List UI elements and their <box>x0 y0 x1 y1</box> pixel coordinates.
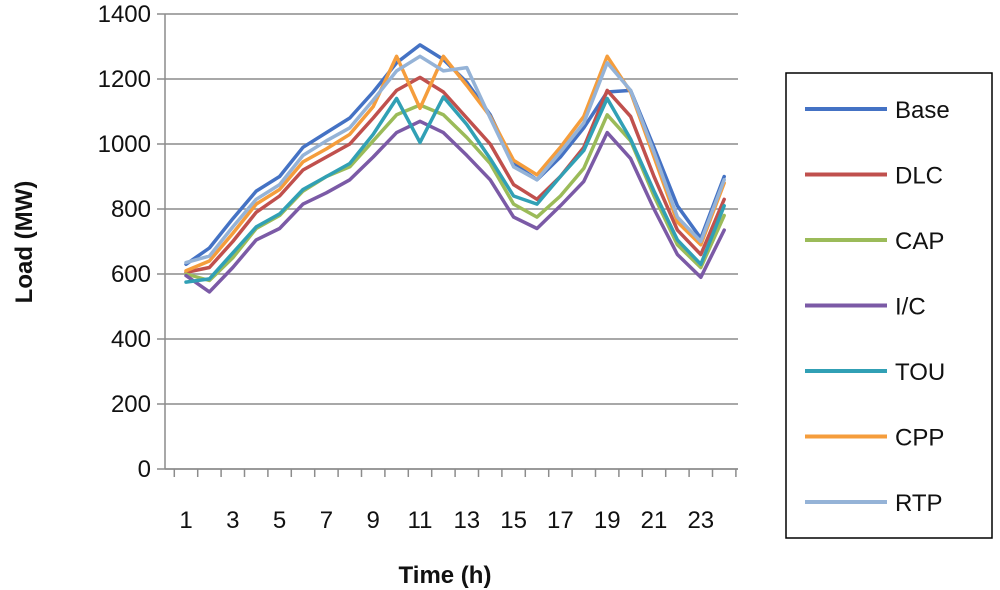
legend-label-base: Base <box>895 97 950 124</box>
y-tick-label: 800 <box>111 196 151 223</box>
y-tick-label: 600 <box>111 261 151 288</box>
y-axis-title: Load (MW) <box>11 181 38 304</box>
axes <box>164 14 738 477</box>
x-tick-label: 7 <box>320 507 333 534</box>
y-tick-label: 1200 <box>98 66 151 93</box>
x-tick-label: 15 <box>500 507 527 534</box>
x-tick-labels: 1 3 5 7 9 11 13 15 17 19 21 23 <box>179 507 714 534</box>
x-tick-label: 19 <box>594 507 621 534</box>
x-tick-label: 23 <box>687 507 714 534</box>
x-tick-label: 13 <box>453 507 480 534</box>
y-tick-label: 1000 <box>98 131 151 158</box>
legend-label-cpp: CPP <box>895 425 944 452</box>
legend-label-i-c: I/C <box>895 294 926 321</box>
series-lines <box>184 43 726 294</box>
y-tick-label: 0 <box>138 456 151 483</box>
series-line-i-c <box>184 119 726 294</box>
x-axis-title: Time (h) <box>399 562 492 589</box>
series-line-base <box>184 43 726 267</box>
y-tick-label: 1400 <box>98 1 151 28</box>
series-line-rtp <box>184 54 726 265</box>
x-tick-label: 5 <box>273 507 286 534</box>
legend-label-cap: CAP <box>895 228 944 255</box>
y-tick-label: 200 <box>111 391 151 418</box>
x-tick-label: 11 <box>408 507 433 534</box>
legend-label-dlc: DLC <box>895 163 943 190</box>
x-tick-label: 21 <box>641 507 668 534</box>
x-tick-label: 9 <box>367 507 380 534</box>
series-line-dlc <box>184 75 726 275</box>
legend-label-tou: TOU <box>895 359 945 386</box>
legend-label-rtp: RTP <box>895 490 943 517</box>
gridlines <box>157 13 738 470</box>
y-tick-labels: 0 200 400 600 800 1000 1200 1400 <box>98 1 151 483</box>
y-tick-label: 400 <box>111 326 151 353</box>
x-tick-label: 3 <box>226 507 239 534</box>
x-tick-label: 17 <box>547 507 574 534</box>
series-line-tou <box>184 95 726 284</box>
x-tick-label: 1 <box>179 507 192 534</box>
legend: Base DLC CAP I/C TOU CPP RTP <box>785 72 993 539</box>
